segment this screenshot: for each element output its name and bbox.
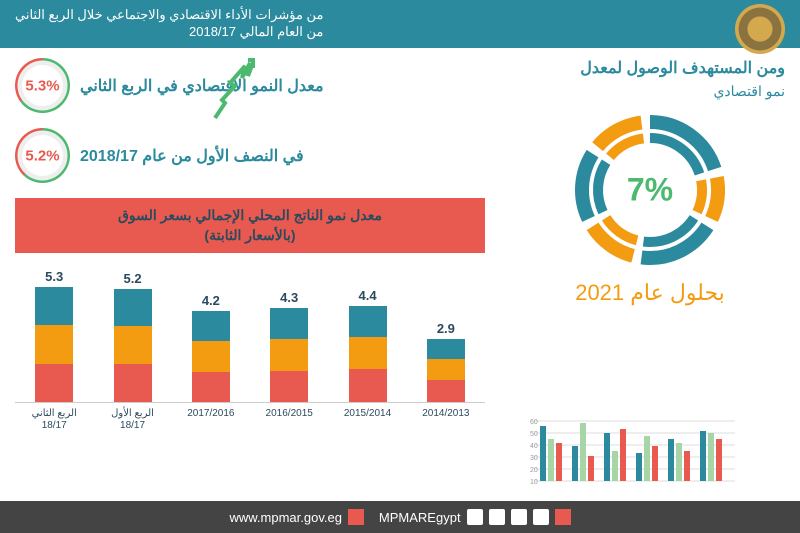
footer-marker-icon <box>348 509 364 525</box>
bar-group: 4.2 <box>186 293 236 403</box>
svg-text:50: 50 <box>530 431 538 438</box>
bar-segment <box>427 359 465 381</box>
bar-segment <box>114 326 152 364</box>
bar-label: 2014/2013 <box>421 408 471 432</box>
bar-value: 5.2 <box>124 271 142 286</box>
social-handle: MPMAREgypt <box>379 510 461 525</box>
bar-group: 5.2 <box>108 271 158 402</box>
bar-segment <box>270 308 308 339</box>
bar-label: 2017/2016 <box>186 408 236 432</box>
bar-group: 4.3 <box>264 290 314 402</box>
metric-text: في النصف الأول من عام 2018/17 <box>80 146 304 166</box>
bar-segment <box>192 311 230 342</box>
target-subtitle: نمو اقتصادي <box>515 83 785 100</box>
stacked-bar <box>35 287 73 403</box>
stacked-bar <box>427 339 465 402</box>
bar-segment <box>427 339 465 359</box>
bar-segment <box>35 287 73 325</box>
stacked-bar <box>114 289 152 402</box>
donut-chart-wrap: 7% <box>515 110 785 270</box>
bar-segment <box>35 325 73 364</box>
stacked-bar <box>192 311 230 403</box>
header-text: من مؤشرات الأداء الاقتصادي والاجتماعي خل… <box>15 7 323 41</box>
bar-group: 4.4 <box>343 288 393 402</box>
header-line2: من العام المالي 2018/17 <box>15 24 323 41</box>
bar-segment <box>35 364 73 402</box>
gdp-labels-row: 2014/2013 2015/2014 2016/2015 2017/2016 الرب… <box>15 408 485 432</box>
bar-segment <box>192 372 230 403</box>
bar-segment <box>270 371 308 403</box>
gdp-title-line1: معدل نمو الناتج المحلي الإجمالي بسعر الس… <box>23 206 477 226</box>
donut-center-value: 7% <box>627 172 673 209</box>
flickr-icon <box>467 509 483 525</box>
metric-ring-chart: 5.3% <box>15 58 70 113</box>
left-column: ومن المستهدف الوصول لمعدل نمو اقتصادي 7%… <box>500 48 800 501</box>
gdp-title-line2: (بالأسعار الثابتة) <box>23 226 477 246</box>
right-column: معدل النمو الاقتصادي في الربع الثاني 5.3%… <box>0 48 500 501</box>
bar-label: 2016/2015 <box>264 408 314 432</box>
bar-value: 4.2 <box>202 293 220 308</box>
metric-text: معدل النمو الاقتصادي في الربع الثاني <box>80 76 324 96</box>
year-value: 2021 <box>575 280 624 305</box>
growth-arrow-icon <box>210 58 255 123</box>
bar-group: 2.9 <box>421 321 471 402</box>
metric-row: في النصف الأول من عام 2018/17 5.2% <box>15 128 485 183</box>
metric-ring-chart: 5.2% <box>15 128 70 183</box>
bar-segment <box>270 339 308 371</box>
facebook-icon <box>533 509 549 525</box>
footer-url: www.mpmar.gov.eg <box>229 510 341 525</box>
stacked-bar <box>270 308 308 402</box>
bar-segment <box>114 364 152 402</box>
gdp-chart-title: معدل نمو الناتج المحلي الإجمالي بسعر الس… <box>15 198 485 253</box>
bar-segment <box>114 289 152 326</box>
stacked-bar <box>349 306 387 402</box>
bar-label: 2015/2014 <box>343 408 393 432</box>
svg-text:20: 20 <box>530 467 538 474</box>
year-prefix: بحلول عام <box>624 280 725 305</box>
target-title: ومن المستهدف الوصول لمعدل <box>515 58 785 78</box>
footer-bar: MPMAREgypt www.mpmar.gov.eg <box>0 501 800 533</box>
bar-value: 4.4 <box>358 288 376 303</box>
footer-marker-icon <box>555 509 571 525</box>
gdp-bar-chart: 2.94.44.34.25.25.3 2014/20132015/2014201… <box>15 263 485 443</box>
header-bar: من مؤشرات الأداء الاقتصادي والاجتماعي خل… <box>0 0 800 48</box>
youtube-icon <box>489 509 505 525</box>
main-content: ومن المستهدف الوصول لمعدل نمو اقتصادي 7%… <box>0 48 800 501</box>
bar-value: 5.3 <box>45 269 63 284</box>
bar-label: الربع الأول 18/17 <box>108 408 158 432</box>
bar-segment <box>427 380 465 402</box>
header-line1: من مؤشرات الأداء الاقتصادي والاجتماعي خل… <box>15 7 323 24</box>
bar-segment <box>349 337 387 370</box>
bar-value: 4.3 <box>280 290 298 305</box>
bar-value: 2.9 <box>437 321 455 336</box>
gdp-bars-area: 2.9 4.4 4.3 4.2 5.2 5.3 <box>15 263 485 403</box>
bar-segment <box>192 341 230 372</box>
target-year: بحلول عام 2021 <box>515 280 785 306</box>
svg-text:30: 30 <box>530 455 538 462</box>
svg-text:60: 60 <box>530 419 538 426</box>
twitter-icon <box>511 509 527 525</box>
svg-text:10: 10 <box>530 479 538 486</box>
metric-value: 5.2% <box>25 147 59 164</box>
bar-group: 5.3 <box>29 269 79 403</box>
infographic-container: من مؤشرات الأداء الاقتصادي والاجتماعي خل… <box>0 0 800 533</box>
metric-value: 5.3% <box>25 77 59 94</box>
egypt-emblem-icon <box>735 4 785 54</box>
footer-url-block: www.mpmar.gov.eg <box>229 509 363 525</box>
svg-text:40: 40 <box>530 443 538 450</box>
bar-segment <box>349 306 387 337</box>
bar-segment <box>349 369 387 402</box>
target-donut-chart: 7% <box>570 110 730 270</box>
footer-social: MPMAREgypt <box>379 509 571 525</box>
mini-bar-chart: 10 20 30 40 50 60 <box>515 406 735 491</box>
bar-label: الربع الثاني 18/17 <box>29 408 79 432</box>
